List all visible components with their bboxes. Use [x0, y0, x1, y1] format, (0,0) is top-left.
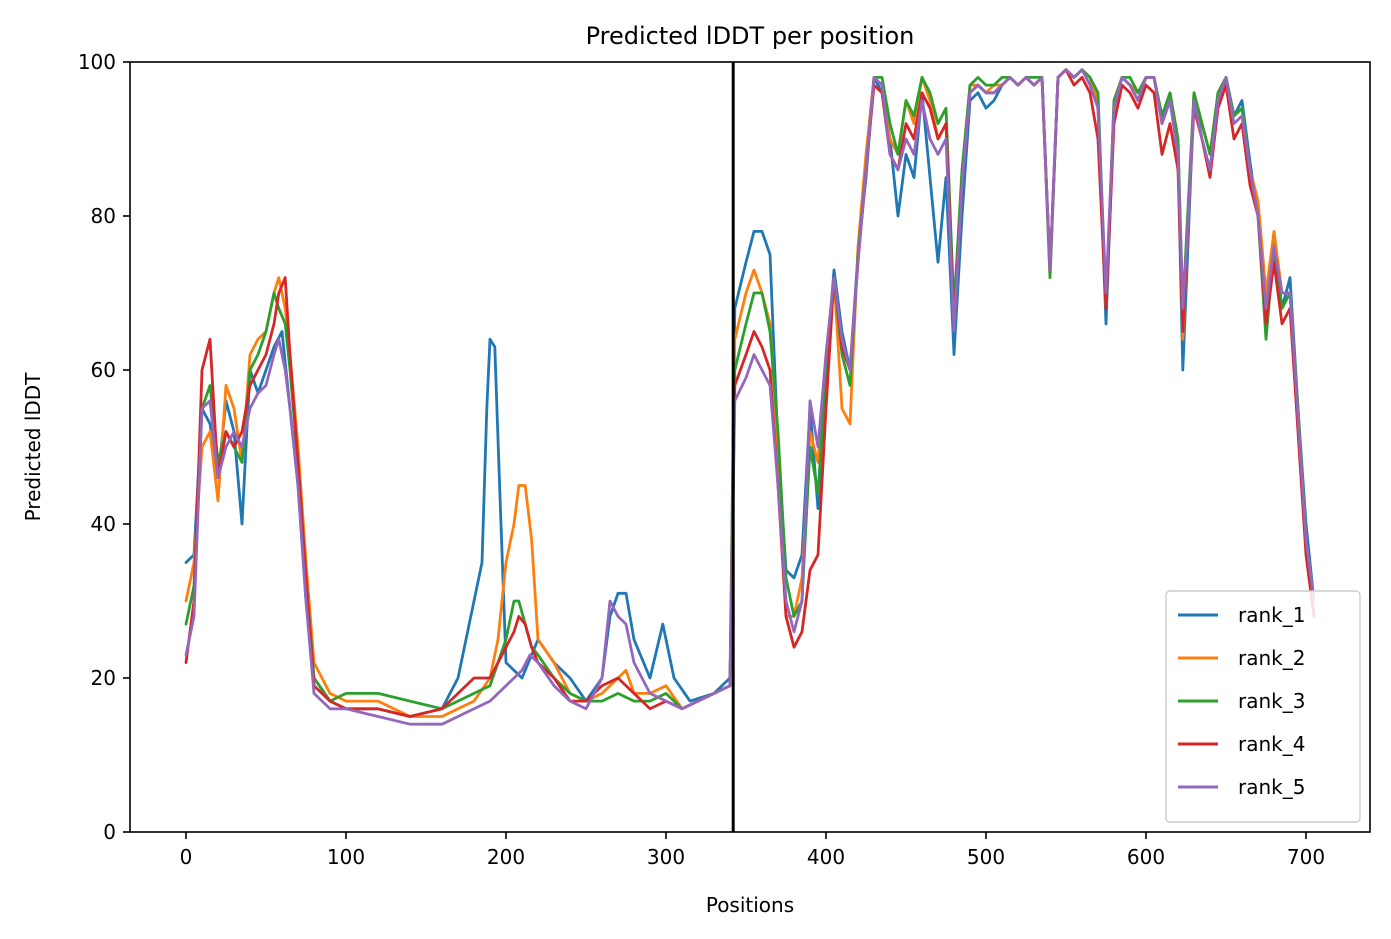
x-tick-label: 500 — [967, 845, 1005, 869]
series-line-rank-3 — [184, 68, 1316, 711]
series-line-rank-2 — [184, 68, 1316, 718]
x-tick-label: 100 — [327, 845, 365, 869]
legend-entry: rank_3 — [1238, 689, 1305, 713]
legend: rank_1 rank_2 rank_3 rank_4 rank_5 — [1165, 590, 1361, 823]
series-lines — [184, 68, 1316, 726]
series-line-rank-1 — [184, 68, 1316, 718]
x-tick-label: 700 — [1287, 845, 1325, 869]
y-axis-label: Predicted lDDT — [21, 372, 45, 522]
series-line-rank-5 — [184, 68, 1316, 726]
x-tick-label: 600 — [1127, 845, 1165, 869]
y-tick-label: 40 — [91, 512, 116, 536]
chart-title: Predicted lDDT per position — [586, 22, 915, 50]
x-axis-ticks: 0 100 200 300 400 500 600 700 — [180, 832, 1325, 869]
y-tick-label: 20 — [91, 666, 116, 690]
x-tick-label: 0 — [180, 845, 193, 869]
x-tick-label: 300 — [647, 845, 685, 869]
y-axis-ticks: 0 20 40 60 80 100 — [78, 50, 130, 844]
legend-box — [1165, 590, 1361, 823]
x-tick-label: 400 — [807, 845, 845, 869]
plot-area-frame — [129, 61, 1371, 833]
y-tick-label: 80 — [91, 204, 116, 228]
y-tick-label: 60 — [91, 358, 116, 382]
legend-entry: rank_2 — [1238, 646, 1305, 670]
y-tick-label: 100 — [78, 50, 116, 74]
legend-entry: rank_4 — [1238, 732, 1305, 756]
series-line-rank-4 — [184, 68, 1316, 718]
legend-entry: rank_5 — [1238, 775, 1305, 799]
x-axis-label: Positions — [706, 893, 794, 917]
x-tick-label: 200 — [487, 845, 525, 869]
y-tick-label: 0 — [103, 820, 116, 844]
legend-entry: rank_1 — [1238, 603, 1305, 627]
